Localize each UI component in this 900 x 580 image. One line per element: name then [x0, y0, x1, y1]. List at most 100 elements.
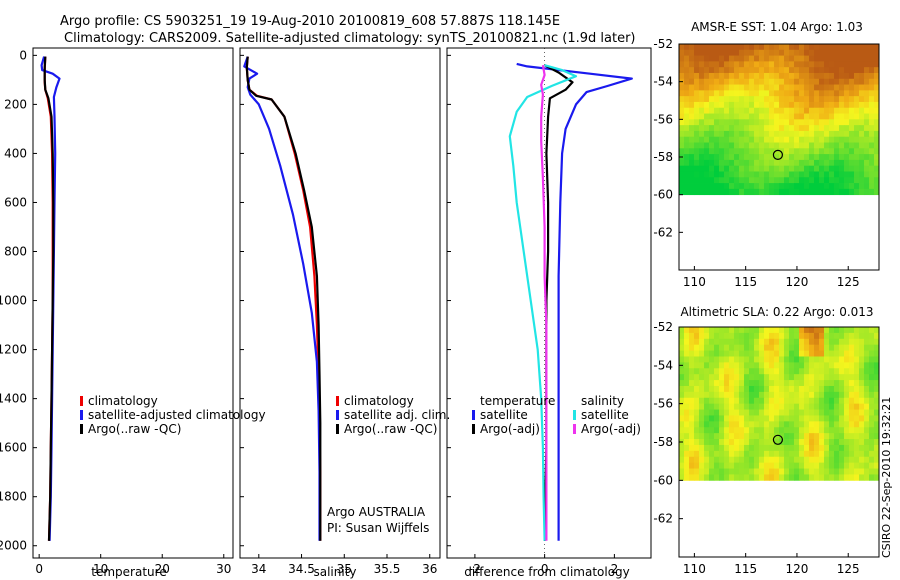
sla-map-cell — [824, 468, 830, 475]
sla-map-cell — [834, 350, 840, 357]
sla-map-border — [678, 326, 880, 558]
sla-map-cell — [864, 474, 870, 481]
sla-map-cell — [789, 474, 795, 481]
sla-map-cell — [749, 456, 755, 464]
sla-map-cell — [759, 380, 765, 387]
sst-map-cell — [684, 136, 690, 143]
sst-map-cell — [809, 183, 815, 190]
sla-map-cell — [699, 439, 705, 446]
sla-map-cell — [709, 403, 715, 410]
sst-map-cell — [704, 183, 710, 190]
sla-map-cell — [814, 385, 820, 393]
sla-map-cell — [769, 415, 775, 422]
sst-map-cell — [789, 49, 795, 56]
sst-map-cell — [699, 78, 705, 85]
sst-map-cell — [779, 130, 785, 138]
sla-map-cell — [784, 374, 790, 381]
sla-map-cell — [799, 450, 805, 458]
sst-map-cell — [874, 171, 880, 178]
sst-map-cell — [719, 113, 725, 120]
sst-map-cell — [699, 61, 705, 68]
sla-map-cell — [874, 397, 880, 405]
sst-map-cell — [834, 142, 840, 149]
difference-legend-heading: temperature — [480, 394, 555, 408]
sst-map-cell — [869, 96, 875, 103]
sla-map-cell — [739, 327, 745, 334]
sst-map-cell — [804, 101, 810, 109]
sst-map-cell — [844, 154, 850, 161]
sst-map-cell — [809, 154, 815, 161]
sst-map-cell — [754, 125, 760, 132]
sla-map-cell — [874, 350, 880, 357]
sla-map-cell — [684, 356, 690, 363]
sst-map-cell — [764, 119, 770, 126]
sst-map-cell — [809, 55, 815, 62]
sla-map-cell — [794, 397, 800, 405]
sla-map-cell — [809, 380, 815, 387]
sst-map-cell — [789, 44, 795, 51]
sla-map-cell — [739, 380, 745, 387]
sla-map-cell — [709, 421, 715, 428]
sla-map-cell — [849, 415, 855, 422]
sst-map-cell — [759, 67, 765, 74]
sla-map-cell — [684, 421, 690, 428]
sla-map-cell — [829, 356, 835, 363]
sst-map-cell — [859, 84, 865, 91]
sst-map-cell — [819, 107, 825, 114]
sst-map-cell — [754, 148, 760, 155]
sla-map-cell — [719, 374, 725, 381]
sst-map-cell — [779, 142, 785, 149]
sla-map-cell — [679, 462, 685, 469]
sla-map-cell — [839, 444, 845, 452]
sst-map-cell — [699, 136, 705, 143]
sla-map-cell — [684, 391, 690, 399]
sst-map-cell — [749, 125, 755, 132]
sla-map-cell — [699, 403, 705, 410]
sst-map-cell — [839, 67, 845, 74]
sst-map-cell — [764, 44, 770, 51]
sla-map-cell — [789, 368, 795, 375]
temperature-xlabel: temperature — [91, 565, 166, 579]
sla-map-cell — [779, 403, 785, 410]
sla-map-cell — [794, 427, 800, 434]
sst-map-cell — [834, 113, 840, 120]
sst-map-cell — [794, 90, 800, 97]
sla-map-cell — [874, 421, 880, 428]
sla-map-cell — [694, 356, 700, 363]
temperature-ytick-label: 1400 — [0, 392, 27, 406]
sla-map-cell — [809, 444, 815, 452]
sst-map-cell — [784, 171, 790, 178]
sst-map-cell — [819, 177, 825, 184]
sst-map-cell — [799, 113, 805, 120]
sst-map-cell — [824, 78, 830, 85]
sla-map-cell — [804, 462, 810, 469]
sst-map-cell — [719, 78, 725, 85]
sst-map-cell — [844, 159, 850, 167]
sst-map-cell — [684, 183, 690, 190]
sst-map-cell — [744, 78, 750, 85]
sla-map-cell — [829, 439, 835, 446]
sst-map-cell — [839, 165, 845, 172]
sla-map-cell — [679, 338, 685, 346]
sst-map-cell — [854, 154, 860, 161]
sla-map-cell — [779, 338, 785, 346]
sst-map-cell — [854, 72, 860, 80]
sla-map-cell — [834, 468, 840, 475]
sla-map-cell — [749, 374, 755, 381]
sla-map-cell — [754, 332, 760, 340]
sla-map-ytick-label: -60 — [653, 473, 673, 487]
sst-map-cell — [744, 72, 750, 80]
sla-map-cell — [689, 327, 695, 334]
sla-map-cell — [854, 374, 860, 381]
sla-map-cell — [799, 391, 805, 399]
sst-map-cell — [769, 159, 775, 167]
sla-map-cell — [759, 456, 765, 464]
sst-map-cell — [749, 90, 755, 97]
sla-map-cell — [829, 397, 835, 405]
sla-map-cell — [839, 427, 845, 434]
sla-map-cell — [734, 403, 740, 410]
sst-map-cell — [844, 90, 850, 97]
sst-map-cell — [804, 154, 810, 161]
sst-map-cell — [819, 171, 825, 178]
sst-map-cell — [684, 113, 690, 120]
